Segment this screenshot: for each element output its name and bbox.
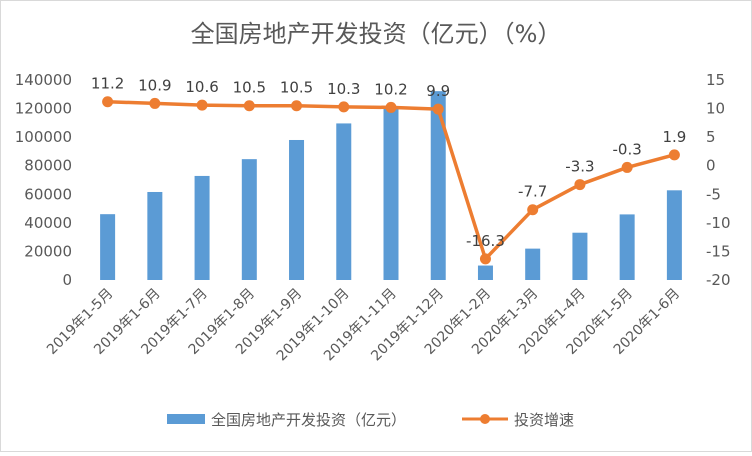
line-point (668, 149, 680, 161)
data-label: 10.5 (233, 79, 266, 97)
right-axis-tick-label: -20 (706, 271, 731, 289)
chart-title: 全国房地产开发投资（亿元）（%） (191, 20, 562, 48)
legend-bar-label: 全国房地产开发投资（亿元） (211, 411, 406, 429)
left-axis-tick-label: 40000 (24, 214, 72, 232)
data-label: 10.2 (374, 80, 407, 98)
line-point (291, 100, 303, 112)
left-axis-tick-label: 120000 (15, 100, 72, 118)
right-axis-tick-label: -15 (706, 242, 731, 260)
data-label: -3.3 (565, 158, 594, 176)
data-label: 1.9 (662, 128, 686, 146)
bar (430, 91, 446, 280)
line-point (432, 103, 444, 115)
bar (147, 191, 163, 280)
left-axis-tick-label: 100000 (15, 128, 72, 146)
right-axis: -20 -15 -10 -5 0 5 10 15 (706, 71, 731, 289)
left-axis-tick-label: 60000 (24, 185, 72, 203)
data-label: -7.7 (518, 183, 547, 201)
left-axis-tick-label: 140000 (15, 71, 72, 89)
data-label: 11.2 (91, 75, 124, 93)
bar (477, 265, 493, 280)
data-label: 10.9 (138, 76, 171, 94)
data-label: 10.5 (280, 79, 313, 97)
legend: 全国房地产开发投资（亿元） 投资增速 (167, 411, 574, 429)
line-point (621, 161, 633, 173)
bar (194, 175, 210, 280)
line-point (338, 101, 350, 113)
data-label: -16.3 (466, 232, 505, 250)
line-point (102, 96, 114, 108)
bar (666, 190, 682, 280)
legend-line-marker (480, 414, 490, 424)
line-point (385, 101, 397, 113)
bar (383, 106, 399, 280)
bar (336, 123, 352, 280)
bar (100, 214, 116, 280)
bar-series (100, 91, 682, 280)
right-axis-tick-label: 5 (706, 128, 716, 146)
legend-bar-swatch (167, 414, 205, 424)
bar (241, 159, 257, 280)
data-label: 10.3 (327, 80, 360, 98)
bar (572, 232, 588, 280)
bar (289, 139, 305, 280)
line-series: 11.2 10.9 10.6 10.5 10.5 10.3 10.2 9.9 -16.3 -7.7… (91, 75, 686, 265)
right-axis-tick-label: -10 (706, 214, 731, 232)
data-label: 10.6 (185, 78, 218, 96)
line-point (243, 100, 255, 112)
bar (525, 248, 541, 280)
data-label: -0.3 (613, 140, 642, 158)
right-axis-tick-label: -5 (706, 185, 721, 203)
data-label: 9.9 (426, 82, 450, 100)
line-point (196, 99, 208, 111)
left-axis-tick-label: 20000 (24, 242, 72, 260)
right-axis-tick-label: 0 (706, 157, 716, 175)
bar (619, 214, 635, 280)
left-axis-tick-label: 80000 (24, 157, 72, 175)
right-axis-tick-label: 10 (706, 100, 725, 118)
line-point (527, 204, 539, 216)
left-axis-tick-label: 0 (62, 271, 72, 289)
line-point (149, 97, 161, 109)
line-point (479, 253, 491, 265)
right-axis-tick-label: 15 (706, 71, 725, 89)
line-point (574, 179, 586, 191)
left-axis: 0 20000 40000 60000 80000 100000 120000 140000 (15, 71, 72, 289)
legend-line-label: 投资增速 (514, 411, 574, 429)
